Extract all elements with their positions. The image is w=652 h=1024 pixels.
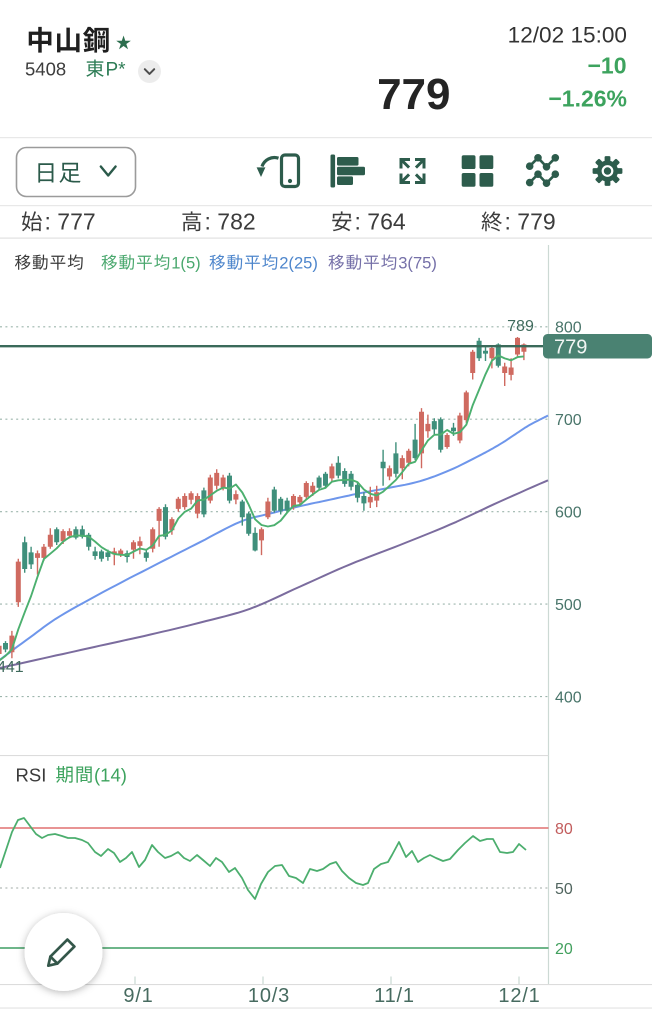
svg-text:700: 700	[555, 412, 582, 429]
svg-text:500: 500	[555, 597, 582, 614]
svg-text:3(75): 3(75)	[398, 253, 437, 272]
svg-text:12/1: 12/1	[498, 985, 540, 1007]
svg-text:80: 80	[555, 821, 573, 838]
svg-text:(14): (14)	[94, 764, 127, 785]
svg-text:9/1: 9/1	[123, 985, 153, 1007]
svg-text:: 777: : 777	[45, 209, 96, 235]
svg-text:RSI: RSI	[16, 764, 47, 785]
svg-text:441: 441	[0, 659, 24, 676]
svg-text:: 779: : 779	[505, 209, 556, 235]
svg-text:P*: P*	[106, 60, 127, 81]
svg-text:600: 600	[555, 505, 582, 522]
svg-text:789: 789	[507, 318, 534, 335]
svg-text:12/02 15:00: 12/02 15:00	[508, 23, 627, 48]
svg-text:1(5): 1(5)	[171, 253, 201, 272]
svg-text:−1.26%: −1.26%	[548, 86, 627, 112]
svg-text:10/3: 10/3	[248, 985, 290, 1007]
svg-text:50: 50	[555, 881, 573, 898]
svg-text:11/1: 11/1	[374, 985, 415, 1007]
svg-text:−10: −10	[587, 53, 626, 79]
svg-text:: 764: : 764	[355, 209, 406, 235]
svg-text:800: 800	[555, 320, 582, 337]
svg-text:20: 20	[555, 941, 573, 958]
svg-text:2(25): 2(25)	[279, 253, 318, 272]
svg-text:5408: 5408	[25, 59, 66, 80]
svg-text:: 782: : 782	[205, 209, 256, 235]
svg-text:400: 400	[555, 690, 582, 707]
svg-text:779: 779	[377, 70, 450, 119]
svg-text:779: 779	[554, 337, 587, 359]
